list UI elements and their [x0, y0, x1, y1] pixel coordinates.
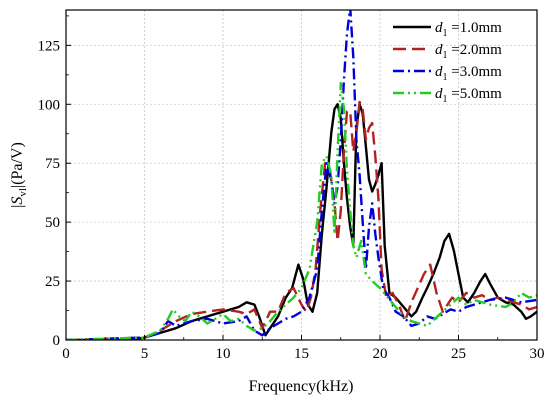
- x-tick-label: 30: [530, 346, 545, 362]
- x-tick-label: 0: [62, 346, 70, 362]
- y-tick-label: 25: [45, 274, 60, 290]
- y-tick-label: 125: [38, 38, 61, 54]
- legend-label-2-0mm: d1 =2.0mm: [435, 42, 502, 61]
- y-axis-title-subscript: vl: [17, 188, 29, 197]
- x-axis-title: Frequency(kHz): [249, 378, 354, 395]
- legend: d1 =1.0mm d1 =2.0mm d1 =3.0mm d1 =5.0mm: [393, 20, 502, 105]
- y-axis-title: |Svl|(Pa/V): [9, 142, 29, 208]
- ticks: 0 5 10 15 20 25 30 0 25 50 75 100 125: [38, 15, 545, 362]
- series-line-2-0mm: [66, 100, 537, 340]
- x-tick-label: 15: [294, 346, 309, 362]
- y-tick-label: 100: [38, 97, 61, 113]
- series-lines: [66, 10, 537, 340]
- y-tick-label: 75: [45, 156, 60, 172]
- y-tick-label: 50: [45, 215, 60, 231]
- x-tick-label: 10: [216, 346, 231, 362]
- series-line-5-0mm: [66, 81, 537, 340]
- legend-label-3-0mm: d1 =3.0mm: [435, 64, 502, 83]
- series-line-1-0mm: [66, 103, 537, 340]
- x-tick-label: 25: [451, 346, 466, 362]
- y-axis-title-symbol: S: [9, 197, 26, 205]
- grid: [66, 10, 537, 340]
- x-tick-label: 5: [141, 346, 149, 362]
- legend-label-1-0mm: d1 =1.0mm: [435, 20, 502, 39]
- y-tick-label: 0: [53, 333, 61, 349]
- y-axis-title-prefix: |: [9, 205, 26, 208]
- x-tick-label: 20: [373, 346, 388, 362]
- y-axis-title-suffix: |(Pa/V): [9, 142, 26, 188]
- legend-label-5-0mm: d1 =5.0mm: [435, 86, 502, 105]
